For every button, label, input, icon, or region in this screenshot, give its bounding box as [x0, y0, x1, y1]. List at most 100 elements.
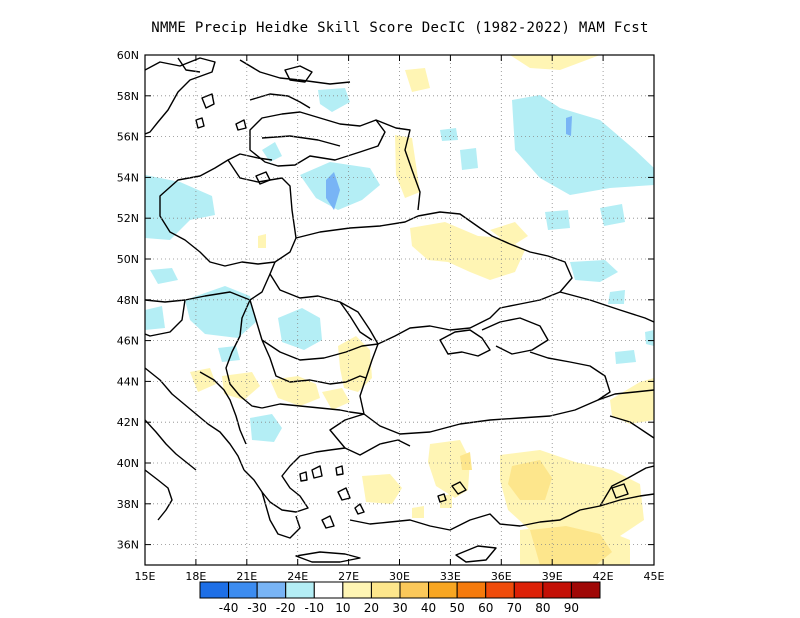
negative-skill-area [460, 148, 478, 170]
lon-label: 15E [135, 570, 156, 583]
aegean-island [321, 515, 335, 529]
italy-coastline [145, 469, 173, 521]
negative-skill-area [440, 128, 458, 141]
aegean-island [311, 465, 323, 479]
caucasus-border [559, 291, 654, 323]
adriatic-coastline [145, 367, 245, 471]
axis-ticks [144, 54, 655, 565]
latvia-lithuania-border [261, 135, 341, 147]
latitude-labels: 60N 58N 56N 54N 52N 50N 48N 46N 44N 42N 40N 38N 36N [117, 49, 139, 552]
colorbar-labels: -40 -30 -20 -10 10 20 30 40 50 60 70 80 90 [219, 601, 579, 615]
colorbar-label: -40 [219, 601, 239, 615]
colorbar-label: 70 [507, 601, 522, 615]
negative-skill-area [318, 88, 350, 112]
negative-skill-area [262, 142, 282, 162]
negative-skill-area [645, 330, 654, 346]
positive-skill-area [510, 55, 600, 70]
lake [437, 493, 447, 503]
lake [451, 481, 467, 495]
positive-skill-area [405, 68, 430, 92]
lat-label: 36N [117, 539, 139, 552]
negative-skill-area [218, 346, 240, 362]
lon-label: 39E [542, 570, 563, 583]
positive-skill-area [412, 506, 424, 518]
ukraine-border [269, 211, 573, 345]
positive-skill-area [190, 368, 216, 392]
lon-label: 42E [593, 570, 614, 583]
greece-coastline [243, 447, 346, 513]
strong-negative-skill-area [566, 116, 572, 136]
lon-label: 30E [389, 570, 410, 583]
poland-border [159, 159, 297, 267]
negative-skill-area [300, 162, 380, 210]
aegean-island [337, 487, 351, 501]
aegean-island [354, 503, 365, 515]
crete-island [295, 551, 361, 563]
positive-skill-area [322, 388, 350, 410]
serbia-border [225, 299, 263, 409]
lat-label: 40N [117, 457, 139, 470]
estonia-coastline [249, 93, 311, 109]
bulgaria-south-border [261, 403, 365, 415]
colorbar-swatch [313, 581, 344, 599]
scandinavia-coastline [145, 57, 216, 135]
colorbar-swatch [542, 581, 572, 599]
negative-skill-area [250, 414, 282, 442]
georgia-border [597, 389, 654, 401]
positive-skill-area [428, 440, 470, 498]
colorbar-swatch [399, 581, 430, 599]
negative-skill-area [185, 286, 256, 338]
negative-skill-area [570, 260, 618, 282]
balkan-border [199, 371, 247, 445]
lake [235, 119, 247, 131]
map-title: NMME Precip Heidke Skill Score DecIC (19… [151, 20, 649, 36]
lake [255, 171, 271, 185]
positive-skill-area [490, 222, 528, 246]
colorbar-swatch [456, 581, 487, 599]
armenia-border [609, 415, 654, 439]
lat-label: 54N [117, 171, 139, 184]
lat-label: 58N [117, 90, 139, 103]
austria-border [145, 299, 186, 337]
negative-skill-area [512, 95, 654, 195]
positive-skill-area [258, 234, 266, 248]
positive-skill-area [270, 376, 320, 406]
colorbar-swatch [570, 581, 601, 599]
colorbar-swatch [199, 581, 230, 599]
colorbar [199, 581, 601, 599]
colorbar-label: 80 [535, 601, 550, 615]
colorbar-label: -10 [304, 601, 324, 615]
lat-label: 46N [117, 335, 139, 348]
aegean-island [299, 471, 308, 482]
baltic-island [195, 117, 205, 129]
cyprus-island [455, 545, 497, 563]
positive-skill-area [395, 135, 420, 198]
lake [611, 483, 629, 499]
lon-label: 21E [236, 570, 257, 583]
gotland-island [201, 93, 215, 109]
lat-label: 50N [117, 253, 139, 266]
romania-border [249, 273, 379, 361]
colorbar-label: 30 [392, 601, 407, 615]
positive-skill-area [610, 378, 654, 424]
lat-label: 38N [117, 498, 139, 511]
positive-skill-area [362, 474, 402, 504]
black-sea-coastline [359, 343, 611, 435]
negative-skill-area [615, 350, 636, 364]
skill-shading [145, 55, 654, 565]
bulgaria-border [261, 339, 367, 385]
colorbar-label: 10 [335, 601, 350, 615]
lat-label: 44N [117, 375, 139, 388]
colorbar-label: 60 [478, 601, 493, 615]
lake-ladoga [284, 65, 313, 83]
adriatic-coastline [145, 419, 197, 471]
longitude-labels: 15E 18E 21E 24E 27E 30E 33E 36E 39E 42E 45E [135, 570, 665, 583]
colorbar-swatch [256, 581, 287, 599]
lat-label: 52N [117, 212, 139, 225]
colorbar-label: 20 [364, 601, 379, 615]
lat-label: 48N [117, 294, 139, 307]
strong-positive-skill-area [460, 452, 472, 470]
colorbar-swatch [285, 581, 315, 599]
lon-label: 27E [338, 570, 359, 583]
